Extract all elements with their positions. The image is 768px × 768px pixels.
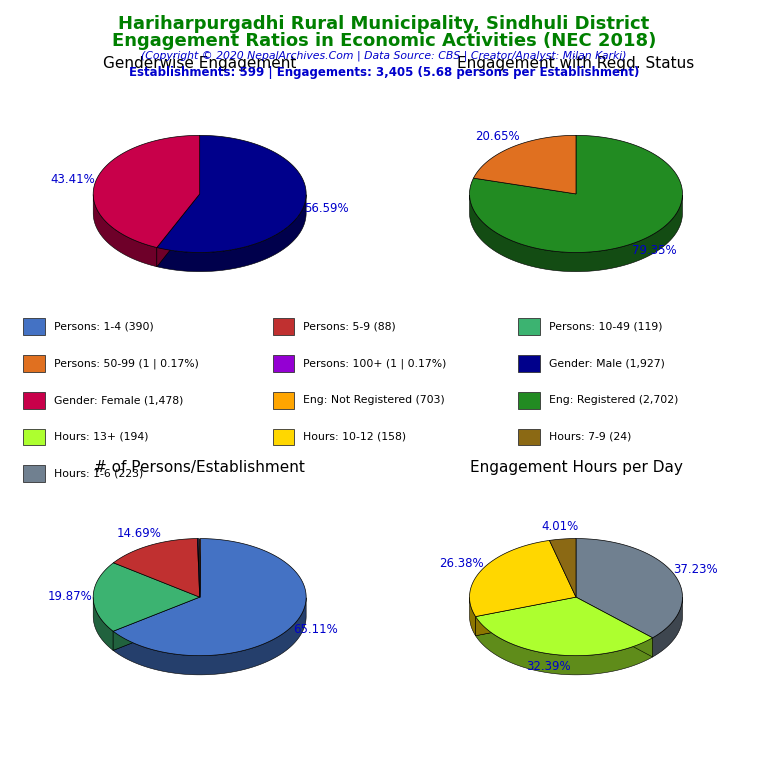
Polygon shape [549,538,576,598]
Polygon shape [199,538,200,598]
Text: 26.38%: 26.38% [439,557,484,570]
Text: 4.01%: 4.01% [541,520,578,533]
Polygon shape [576,598,653,657]
Title: Engagement with Regd. Status: Engagement with Regd. Status [458,57,694,71]
Title: Genderwise Engagement: Genderwise Engagement [103,57,296,71]
Title: Engagement Hours per Day: Engagement Hours per Day [469,460,683,475]
Polygon shape [93,598,113,650]
Text: Hours: 10-12 (158): Hours: 10-12 (158) [303,432,406,442]
Polygon shape [113,598,306,675]
Text: Persons: 50-99 (1 | 0.17%): Persons: 50-99 (1 | 0.17%) [54,358,199,369]
Text: Eng: Not Registered (703): Eng: Not Registered (703) [303,395,445,406]
Text: (Copyright © 2020 NepalArchives.Com | Data Source: CBS | Creator/Analyst: Milan : (Copyright © 2020 NepalArchives.Com | Da… [141,51,627,61]
Polygon shape [576,598,653,657]
Text: Establishments: 599 | Engagements: 3,405 (5.68 persons per Establishment): Establishments: 599 | Engagements: 3,405… [129,66,639,79]
Text: Gender: Female (1,478): Gender: Female (1,478) [54,395,183,406]
Polygon shape [157,194,200,266]
Polygon shape [653,598,683,657]
Polygon shape [474,135,576,194]
Polygon shape [93,194,157,266]
Polygon shape [93,563,200,631]
Polygon shape [475,617,653,675]
Polygon shape [157,194,200,266]
Text: 56.59%: 56.59% [304,202,349,215]
Text: Persons: 1-4 (390): Persons: 1-4 (390) [54,321,154,332]
Text: Persons: 5-9 (88): Persons: 5-9 (88) [303,321,396,332]
Polygon shape [475,598,653,656]
Text: 20.65%: 20.65% [475,131,520,144]
Text: Persons: 100+ (1 | 0.17%): Persons: 100+ (1 | 0.17%) [303,358,447,369]
Text: Eng: Registered (2,702): Eng: Registered (2,702) [549,395,678,406]
Text: Hours: 1-6 (223): Hours: 1-6 (223) [54,468,143,479]
Title: # of Persons/Establishment: # of Persons/Establishment [94,460,305,475]
Text: Hariharpurgadhi Rural Municipality, Sindhuli District: Hariharpurgadhi Rural Municipality, Sind… [118,15,650,33]
Text: 14.69%: 14.69% [117,528,162,541]
Text: 65.11%: 65.11% [293,624,338,636]
Text: 43.41%: 43.41% [50,173,95,186]
Polygon shape [93,135,200,247]
Text: 37.23%: 37.23% [674,563,718,576]
Polygon shape [469,541,576,617]
Polygon shape [576,538,683,637]
Polygon shape [113,538,306,656]
Text: 19.87%: 19.87% [48,591,92,604]
Polygon shape [469,135,683,253]
Text: 32.39%: 32.39% [526,660,571,674]
Polygon shape [475,598,576,636]
Polygon shape [113,598,200,650]
Text: Hours: 7-9 (24): Hours: 7-9 (24) [549,432,631,442]
Text: Persons: 10-49 (119): Persons: 10-49 (119) [549,321,663,332]
Text: 79.35%: 79.35% [632,244,677,257]
Text: Gender: Male (1,927): Gender: Male (1,927) [549,358,665,369]
Polygon shape [469,195,683,272]
Polygon shape [157,194,306,272]
Polygon shape [114,538,200,598]
Polygon shape [113,598,200,650]
Text: Hours: 13+ (194): Hours: 13+ (194) [54,432,148,442]
Polygon shape [469,598,475,636]
Polygon shape [157,135,306,253]
Text: Engagement Ratios in Economic Activities (NEC 2018): Engagement Ratios in Economic Activities… [112,32,656,50]
Polygon shape [475,598,576,636]
Polygon shape [197,538,200,598]
